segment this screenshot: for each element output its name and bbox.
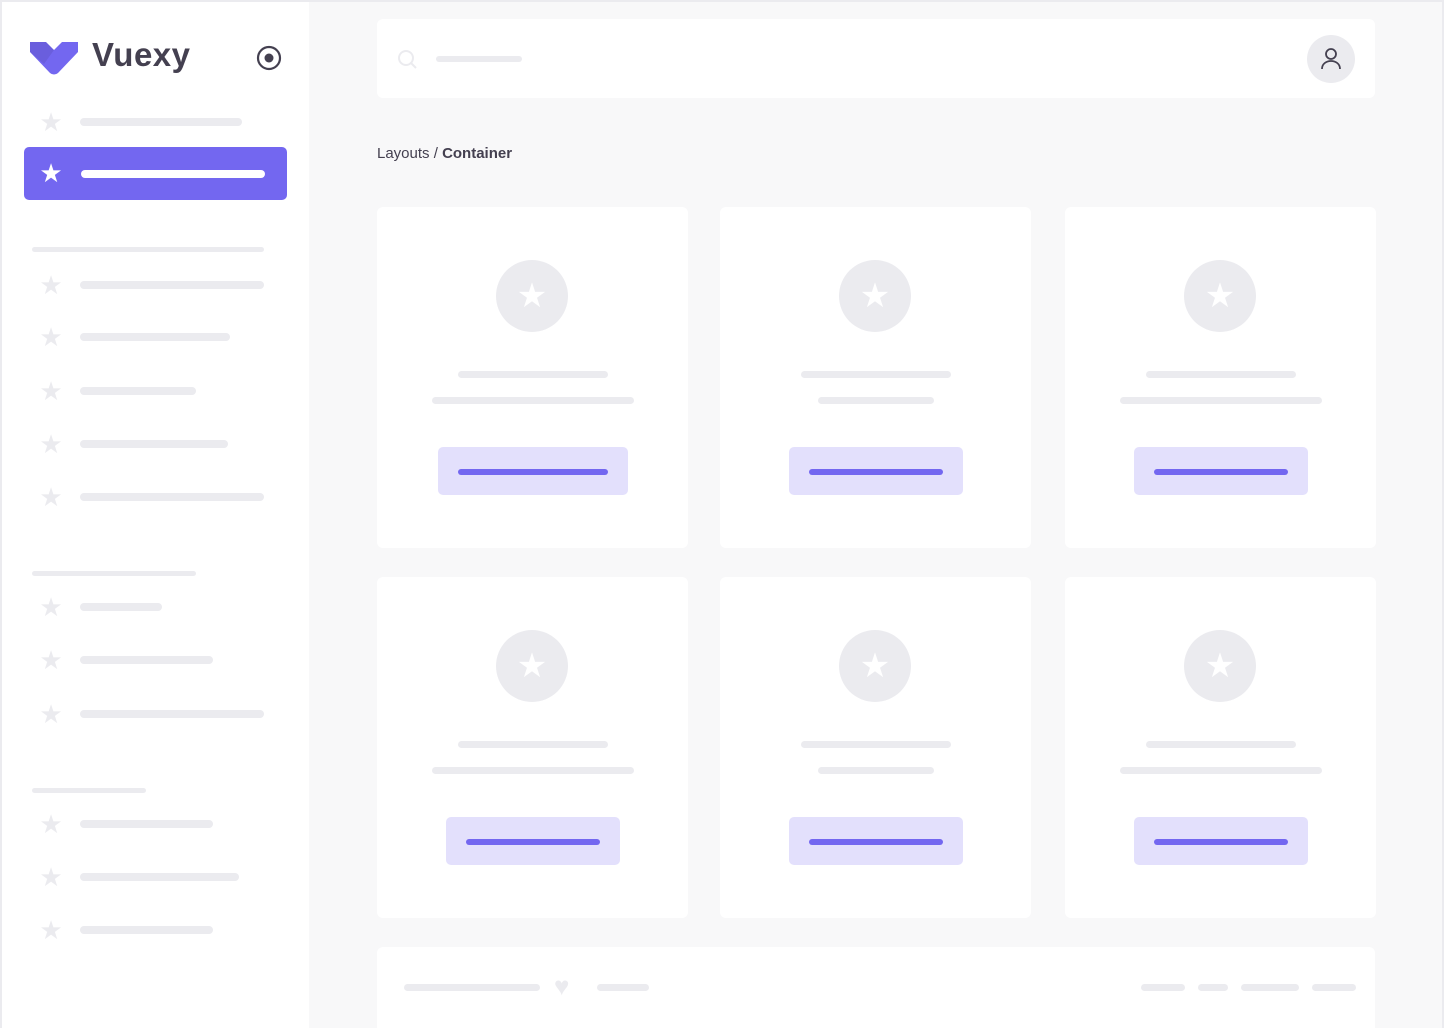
- star-icon: ★: [39, 645, 63, 675]
- sidebar-item[interactable]: ★: [2, 694, 309, 734]
- nav-label-placeholder: [80, 493, 264, 501]
- sidebar-item[interactable]: ★: [2, 587, 309, 627]
- footer-link[interactable]: [1241, 984, 1299, 991]
- star-icon: ★: [39, 322, 63, 352]
- star-icon: ★: [39, 809, 63, 839]
- card-title-placeholder: [1145, 741, 1296, 748]
- footer-text-placeholder: [597, 984, 649, 991]
- content-card: ★: [720, 577, 1031, 918]
- card-button[interactable]: [788, 817, 963, 865]
- sidebar-item[interactable]: ★: [2, 424, 309, 464]
- nav-label-placeholder: [80, 926, 213, 934]
- card-title-placeholder: [800, 371, 951, 378]
- search-icon[interactable]: [397, 49, 419, 71]
- star-icon: ★: [839, 260, 911, 332]
- card-button[interactable]: [445, 817, 620, 865]
- card-text-placeholder: [817, 767, 934, 774]
- star-icon: ★: [1184, 260, 1256, 332]
- footer: ♥: [377, 947, 1375, 1028]
- sidebar-item[interactable]: ★: [2, 640, 309, 680]
- footer-link[interactable]: [1198, 984, 1228, 991]
- user-icon: [1321, 48, 1341, 70]
- card-text-placeholder: [431, 767, 634, 774]
- star-icon: ★: [39, 915, 63, 945]
- star-icon: ★: [39, 699, 63, 729]
- sidebar-item[interactable]: ★: [2, 317, 309, 357]
- avatar[interactable]: [1307, 35, 1355, 83]
- card-title-placeholder: [457, 741, 608, 748]
- sidebar-item[interactable]: ★: [2, 265, 309, 305]
- card-button[interactable]: [1133, 817, 1308, 865]
- footer-text-placeholder: [404, 984, 540, 991]
- brand-name: Vuexy: [92, 36, 191, 73]
- sidebar-item[interactable]: ★: [2, 102, 309, 142]
- vuexy-logo: [30, 42, 78, 75]
- star-icon: ★: [39, 158, 63, 188]
- nav-label-placeholder: [81, 170, 265, 178]
- footer-link[interactable]: [1312, 984, 1356, 991]
- card-title-placeholder: [457, 371, 608, 378]
- nav-label-placeholder: [80, 333, 230, 341]
- heart-icon: ♥: [554, 971, 570, 1001]
- star-icon: ★: [496, 260, 568, 332]
- star-icon: ★: [839, 630, 911, 702]
- sidebar-item[interactable]: ★: [2, 857, 309, 897]
- sidebar-item[interactable]: ★: [2, 371, 309, 411]
- nav-label-placeholder: [80, 387, 196, 395]
- card-button[interactable]: [1133, 447, 1308, 495]
- section-header-placeholder: [32, 788, 146, 793]
- star-icon: ★: [1184, 630, 1256, 702]
- breadcrumb-separator: /: [429, 145, 443, 162]
- nav-label-placeholder: [80, 710, 264, 718]
- nav-label-placeholder: [80, 281, 264, 289]
- sidebar: Vuexy ★ ★ ★ ★ ★ ★ ★ ★ ★ ★ ★ ★ ★: [2, 2, 309, 1028]
- breadcrumb: Layouts / Container: [377, 145, 512, 162]
- content-card: ★: [1065, 207, 1376, 548]
- sidebar-item[interactable]: ★: [2, 804, 309, 844]
- nav-label-placeholder: [80, 603, 162, 611]
- section-header-placeholder: [32, 571, 196, 576]
- footer-link[interactable]: [1141, 984, 1185, 991]
- content-card: ★: [377, 577, 688, 918]
- star-icon: ★: [39, 862, 63, 892]
- sidebar-item[interactable]: ★: [2, 910, 309, 950]
- card-text-placeholder: [1119, 397, 1322, 404]
- star-icon: ★: [39, 270, 63, 300]
- star-icon: ★: [39, 592, 63, 622]
- star-icon: ★: [39, 482, 63, 512]
- section-header-placeholder: [32, 247, 264, 252]
- star-icon: ★: [496, 630, 568, 702]
- star-icon: ★: [39, 429, 63, 459]
- content-card: ★: [377, 207, 688, 548]
- card-title-placeholder: [800, 741, 951, 748]
- breadcrumb-parent[interactable]: Layouts: [377, 145, 430, 162]
- nav-label-placeholder: [80, 656, 213, 664]
- nav-label-placeholder: [80, 440, 228, 448]
- top-navbar: [377, 19, 1375, 98]
- sidebar-item-active[interactable]: ★: [24, 147, 287, 200]
- star-icon: ★: [39, 107, 63, 137]
- card-text-placeholder: [431, 397, 634, 404]
- nav-label-placeholder: [80, 118, 242, 126]
- content-card: ★: [720, 207, 1031, 548]
- content-card: ★: [1065, 577, 1376, 918]
- search-input[interactable]: [436, 56, 522, 62]
- card-button[interactable]: [437, 447, 628, 495]
- breadcrumb-current: Container: [442, 145, 513, 162]
- sidebar-item[interactable]: ★: [2, 477, 309, 517]
- radio-circle-icon[interactable]: [256, 45, 282, 71]
- card-text-placeholder: [1119, 767, 1322, 774]
- card-title-placeholder: [1145, 371, 1296, 378]
- card-button[interactable]: [788, 447, 963, 495]
- nav-label-placeholder: [80, 873, 239, 881]
- star-icon: ★: [39, 376, 63, 406]
- card-text-placeholder: [817, 397, 934, 404]
- nav-label-placeholder: [80, 820, 213, 828]
